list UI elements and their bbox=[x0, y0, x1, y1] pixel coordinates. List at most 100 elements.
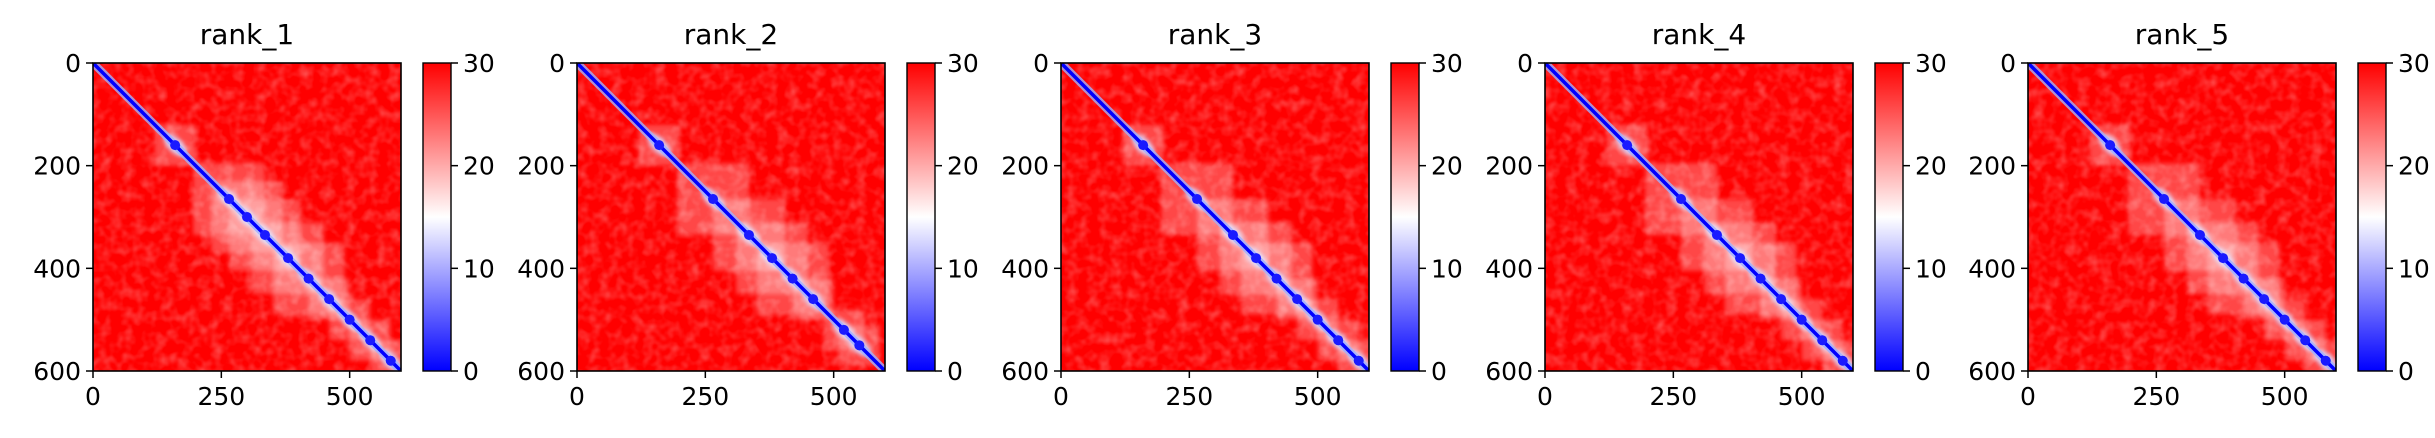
x-tick-label: 500 bbox=[810, 382, 858, 411]
colorbar: 0 10 20 30 bbox=[1874, 49, 1947, 386]
y-tick-label: 0 bbox=[1517, 49, 1533, 78]
axes-frame bbox=[1544, 62, 1854, 372]
chart-title: rank_2 bbox=[684, 18, 778, 51]
x-tick-label: 0 bbox=[1537, 382, 1553, 411]
diagonal-blob bbox=[1138, 140, 1149, 151]
diagonal-blob bbox=[1711, 229, 1722, 240]
x-tick-label: 0 bbox=[569, 382, 585, 411]
colorbar-gradient bbox=[1390, 62, 1420, 372]
colorbar-tick-label: 20 bbox=[947, 152, 979, 181]
diagonal-blob bbox=[654, 140, 665, 151]
y-tick-label: 0 bbox=[65, 49, 81, 78]
diagonal-blob bbox=[2279, 314, 2290, 325]
diagonal-blob bbox=[2300, 335, 2311, 346]
diagonal-blob bbox=[1271, 273, 1282, 284]
colorbar-tick-label: 0 bbox=[1915, 357, 1931, 386]
diagonal-blob bbox=[2218, 253, 2229, 264]
colorbar-tick-label: 30 bbox=[1915, 49, 1947, 78]
colorbar: 0 10 20 30 bbox=[1390, 49, 1463, 386]
diagonal-blob bbox=[808, 294, 819, 305]
y-tick-label: 400 bbox=[1485, 254, 1533, 283]
y-tick-label: 600 bbox=[33, 357, 81, 386]
heatmap-image bbox=[2028, 63, 2336, 371]
x-tick-label: 500 bbox=[1294, 382, 1342, 411]
colorbar-tick-label: 0 bbox=[1431, 357, 1447, 386]
y-tick-label: 600 bbox=[1001, 357, 1049, 386]
diagonal-blob bbox=[1796, 314, 1807, 325]
diagonal-blob bbox=[1312, 314, 1323, 325]
colorbar-gradient bbox=[1874, 62, 1904, 372]
x-tick-label: 0 bbox=[2020, 382, 2036, 411]
colorbar-gradient bbox=[906, 62, 936, 372]
y-tick-label: 600 bbox=[1968, 357, 2016, 386]
axes-frame bbox=[1060, 62, 1370, 372]
heatmap-image bbox=[1061, 63, 1369, 371]
colorbar-tick-label: 20 bbox=[2398, 152, 2430, 181]
heatmap-image bbox=[577, 63, 885, 371]
diagonal-blob bbox=[242, 212, 252, 222]
x-tick-label: 0 bbox=[1053, 382, 1069, 411]
colorbar-tick-label: 0 bbox=[2398, 357, 2414, 386]
diagonal-blob bbox=[365, 335, 376, 346]
diagonal-blob bbox=[259, 229, 270, 240]
diagonal-blob bbox=[838, 324, 849, 335]
colorbar-tick-label: 10 bbox=[1431, 254, 1463, 283]
x-tick-label: 500 bbox=[1778, 382, 1826, 411]
colorbar: 0 10 20 30 bbox=[2357, 49, 2430, 386]
colorbar-tick-label: 20 bbox=[1431, 152, 1463, 181]
diagonal-blob bbox=[224, 194, 235, 205]
diagonal-blob bbox=[1817, 335, 1828, 346]
colorbar-tick-label: 10 bbox=[2398, 254, 2430, 283]
diagonal-blob bbox=[1227, 229, 1238, 240]
colorbar-tick-label: 30 bbox=[463, 49, 495, 78]
diagonal-blob bbox=[2159, 194, 2170, 205]
colorbar-tick-label: 10 bbox=[947, 254, 979, 283]
x-tick-label: 500 bbox=[2261, 382, 2309, 411]
colorbar-tick-label: 30 bbox=[2398, 49, 2430, 78]
colorbar-tick-label: 0 bbox=[947, 357, 963, 386]
diagonal-blob bbox=[854, 340, 865, 351]
y-tick-label: 400 bbox=[1001, 254, 1049, 283]
diagonal-blob bbox=[1353, 355, 1364, 366]
chart-title: rank_1 bbox=[200, 18, 294, 51]
diagonal-blob bbox=[1676, 194, 1687, 205]
diagonal-blob bbox=[708, 194, 719, 205]
colorbar-tick-label: 30 bbox=[947, 49, 979, 78]
diagonal-blob bbox=[283, 253, 294, 264]
diagonal-blob bbox=[2105, 140, 2116, 151]
diagonal-blob bbox=[2259, 294, 2270, 305]
diagonal-blob bbox=[324, 294, 335, 305]
diagonal-blob bbox=[2238, 273, 2249, 284]
heatmap-image bbox=[1545, 63, 1853, 371]
axes-frame bbox=[576, 62, 886, 372]
y-tick-label: 400 bbox=[517, 254, 565, 283]
diagonal-blob bbox=[1292, 294, 1303, 305]
y-tick-label: 600 bbox=[1485, 357, 1533, 386]
colorbar-tick-label: 10 bbox=[1915, 254, 1947, 283]
diagonal-blob bbox=[767, 253, 778, 264]
diagonal-blob bbox=[1735, 253, 1746, 264]
diagonal-blob bbox=[2320, 355, 2331, 366]
x-tick-label: 250 bbox=[197, 382, 245, 411]
x-tick-label: 250 bbox=[1649, 382, 1697, 411]
y-tick-label: 400 bbox=[33, 254, 81, 283]
y-tick-label: 400 bbox=[1968, 254, 2016, 283]
x-tick-label: 500 bbox=[326, 382, 374, 411]
y-tick-label: 200 bbox=[1001, 152, 1049, 181]
diagonal-blob bbox=[1837, 355, 1848, 366]
colorbar-tick-label: 20 bbox=[463, 152, 495, 181]
diagonal-blob bbox=[170, 140, 181, 151]
y-tick-label: 0 bbox=[549, 49, 565, 78]
diagonal-blob bbox=[303, 273, 314, 284]
y-tick-label: 600 bbox=[517, 357, 565, 386]
x-tick-label: 250 bbox=[681, 382, 729, 411]
diagonal-blob bbox=[1333, 335, 1344, 346]
diagonal-blob bbox=[1192, 194, 1203, 205]
x-tick-label: 250 bbox=[1165, 382, 1213, 411]
